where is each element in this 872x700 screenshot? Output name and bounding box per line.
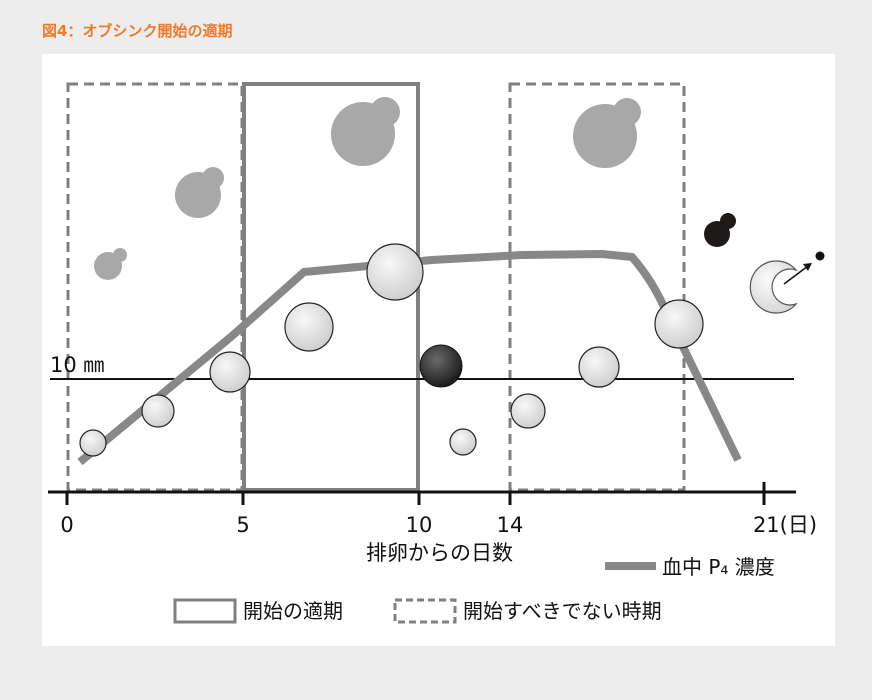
corpus-luteum-day16 [573, 98, 641, 168]
ovulatory-follicle [419, 344, 463, 388]
avoid-period-box-early [66, 82, 244, 492]
follicle-day9 [366, 243, 424, 301]
corpus-luteum-day3 [175, 167, 224, 218]
legend-optimal-label: 開始の適期 [243, 599, 343, 623]
new-corpus-luteum-crescent [749, 260, 798, 314]
regressing-corpus-luteum [704, 213, 736, 247]
legend-avoid-swatch [393, 598, 457, 624]
figure-title: 図4：オブシンク開始の適期 [42, 22, 233, 40]
follicle-day3 [141, 394, 175, 428]
follicle-day7 [284, 302, 334, 352]
threshold-label: 10 ㎜ [50, 353, 104, 377]
x-axis-title: 排卵からの日数 [366, 541, 513, 565]
p4-legend-label: 血中 P₄ 濃度 [662, 555, 775, 579]
x-axis-ticks [65, 482, 766, 505]
legend-optimal-swatch [173, 598, 237, 624]
corpus-luteum-series [94, 97, 641, 280]
x-tick-label-14: 14 [497, 513, 524, 537]
ovsynch-diagram: 10 ㎜ [48, 82, 825, 624]
x-tick-label-21: 21(日) [753, 513, 817, 537]
follicle-series [79, 243, 704, 457]
x-tick-label-10: 10 [406, 513, 433, 537]
follicle-day4 [209, 351, 251, 393]
follicle-day1 [79, 429, 107, 457]
legend-avoid-label: 開始すべきでない時期 [463, 599, 662, 623]
diagram-panel: 10 ㎜ [42, 54, 835, 646]
follicle-day17 [578, 346, 620, 388]
ovulation-arrow [783, 251, 825, 285]
follicle-day14 [510, 393, 546, 429]
x-tick-label-0: 0 [60, 513, 73, 537]
follicle-day19 [654, 299, 704, 349]
follicle-day12 [449, 428, 477, 456]
corpus-luteum-day8 [331, 97, 400, 166]
corpus-luteum-day1 [94, 248, 127, 280]
x-tick-label-5: 5 [236, 513, 249, 537]
avoid-period-box-late [508, 82, 686, 492]
